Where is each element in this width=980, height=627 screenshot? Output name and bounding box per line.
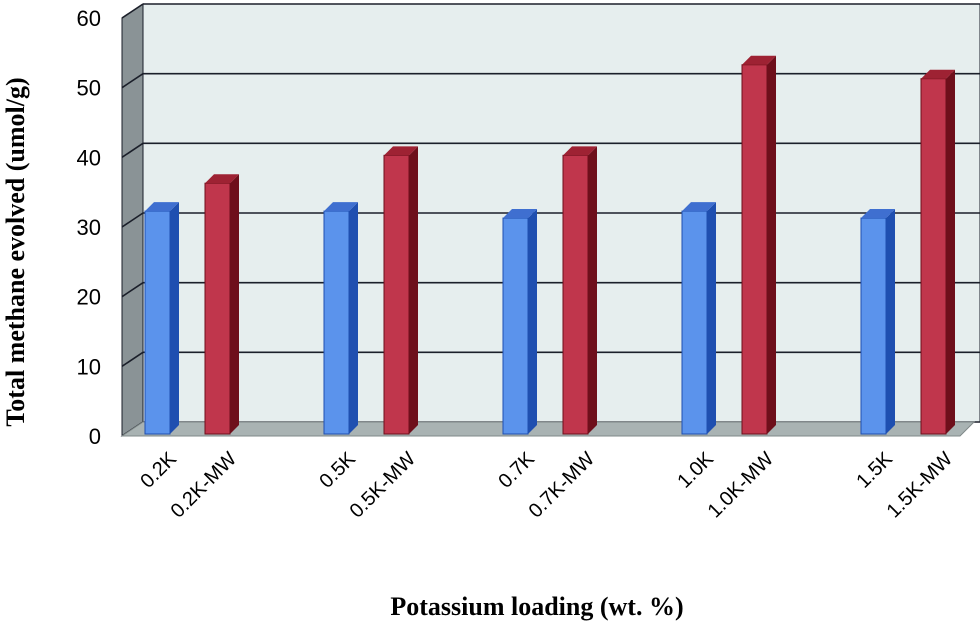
- gridlines: [121, 3, 980, 437]
- bar: [502, 209, 537, 435]
- y-tick-label: 50: [77, 76, 101, 101]
- gridline-side: [121, 3, 144, 19]
- bar-side: [946, 69, 955, 434]
- bar: [383, 146, 418, 435]
- x-tick-label: 0.2K-MW: [167, 448, 242, 523]
- bar-side: [767, 55, 776, 435]
- bar-top: [563, 146, 597, 156]
- bar-top: [861, 209, 895, 219]
- bar-front: [562, 154, 589, 435]
- x-tick-label: 0.7K: [494, 448, 539, 493]
- bar-front: [204, 182, 231, 435]
- gridline-side: [121, 282, 144, 298]
- bar-top: [384, 146, 418, 156]
- bar-top: [742, 55, 776, 65]
- gridline-side: [121, 73, 144, 89]
- plot-floor: [120, 421, 976, 437]
- bar-side: [349, 202, 358, 434]
- x-tick-label: 1.5K-MW: [883, 448, 958, 523]
- bar: [144, 202, 179, 435]
- gridline-side: [121, 212, 144, 228]
- bar: [323, 202, 358, 435]
- x-tick-label: 1.0K-MW: [704, 448, 779, 523]
- bar-front: [920, 78, 947, 435]
- x-tick-label: 0.2K: [136, 448, 181, 493]
- floor-plane: [120, 421, 976, 437]
- plot-walls: [121, 3, 980, 437]
- bar-front: [741, 64, 768, 435]
- gridline-side: [121, 351, 144, 367]
- bar-top: [503, 209, 537, 219]
- bar-front: [383, 154, 410, 435]
- x-tick-label: 0.5K: [315, 448, 360, 493]
- bar-side: [170, 202, 179, 434]
- bar: [860, 209, 895, 435]
- y-tick-label: 30: [77, 215, 101, 240]
- bars: [144, 55, 955, 435]
- bar: [920, 69, 955, 435]
- bar-top: [921, 69, 955, 79]
- bar: [681, 202, 716, 435]
- bar-side: [588, 146, 597, 435]
- x-axis-ticks: 0.2K0.2K-MW 0.5K0.5K-MW 0.7K0.7K-MW 1.0K1.0…: [136, 448, 957, 523]
- y-tick-label: 20: [77, 285, 101, 310]
- bar-side: [528, 209, 537, 434]
- bar-front: [681, 210, 708, 435]
- bar-side: [886, 209, 895, 434]
- y-tick-label: 40: [77, 145, 101, 170]
- bar-top: [205, 174, 239, 184]
- gridline-side: [121, 142, 144, 158]
- bar-side: [409, 146, 418, 435]
- bar-top: [145, 202, 179, 212]
- y-axis-label: Total methane evolved (umol/g): [1, 77, 30, 426]
- y-tick-label: 10: [77, 354, 101, 379]
- bar: [562, 146, 597, 435]
- bar-front: [502, 217, 529, 435]
- bar-side: [707, 202, 716, 434]
- bar-side: [230, 174, 239, 434]
- y-tick-label: 60: [77, 6, 101, 31]
- bar: [741, 55, 776, 435]
- bar: [204, 174, 239, 435]
- bar-top: [682, 202, 716, 212]
- x-tick-label: 1.5K: [852, 448, 897, 493]
- x-tick-label: 1.0K: [673, 448, 718, 493]
- bar-front: [144, 210, 171, 435]
- y-tick-label: 0: [89, 424, 101, 449]
- bar-front: [323, 210, 350, 435]
- x-tick-label: 0.7K-MW: [525, 448, 600, 523]
- y-axis-ticks: 0 10 20 30 40 50 60: [77, 6, 101, 449]
- x-axis-label: Potassium loading (wt. %): [390, 592, 683, 621]
- x-tick-label: 0.5K-MW: [346, 448, 421, 523]
- bar-front: [860, 217, 887, 435]
- bar-top: [324, 202, 358, 212]
